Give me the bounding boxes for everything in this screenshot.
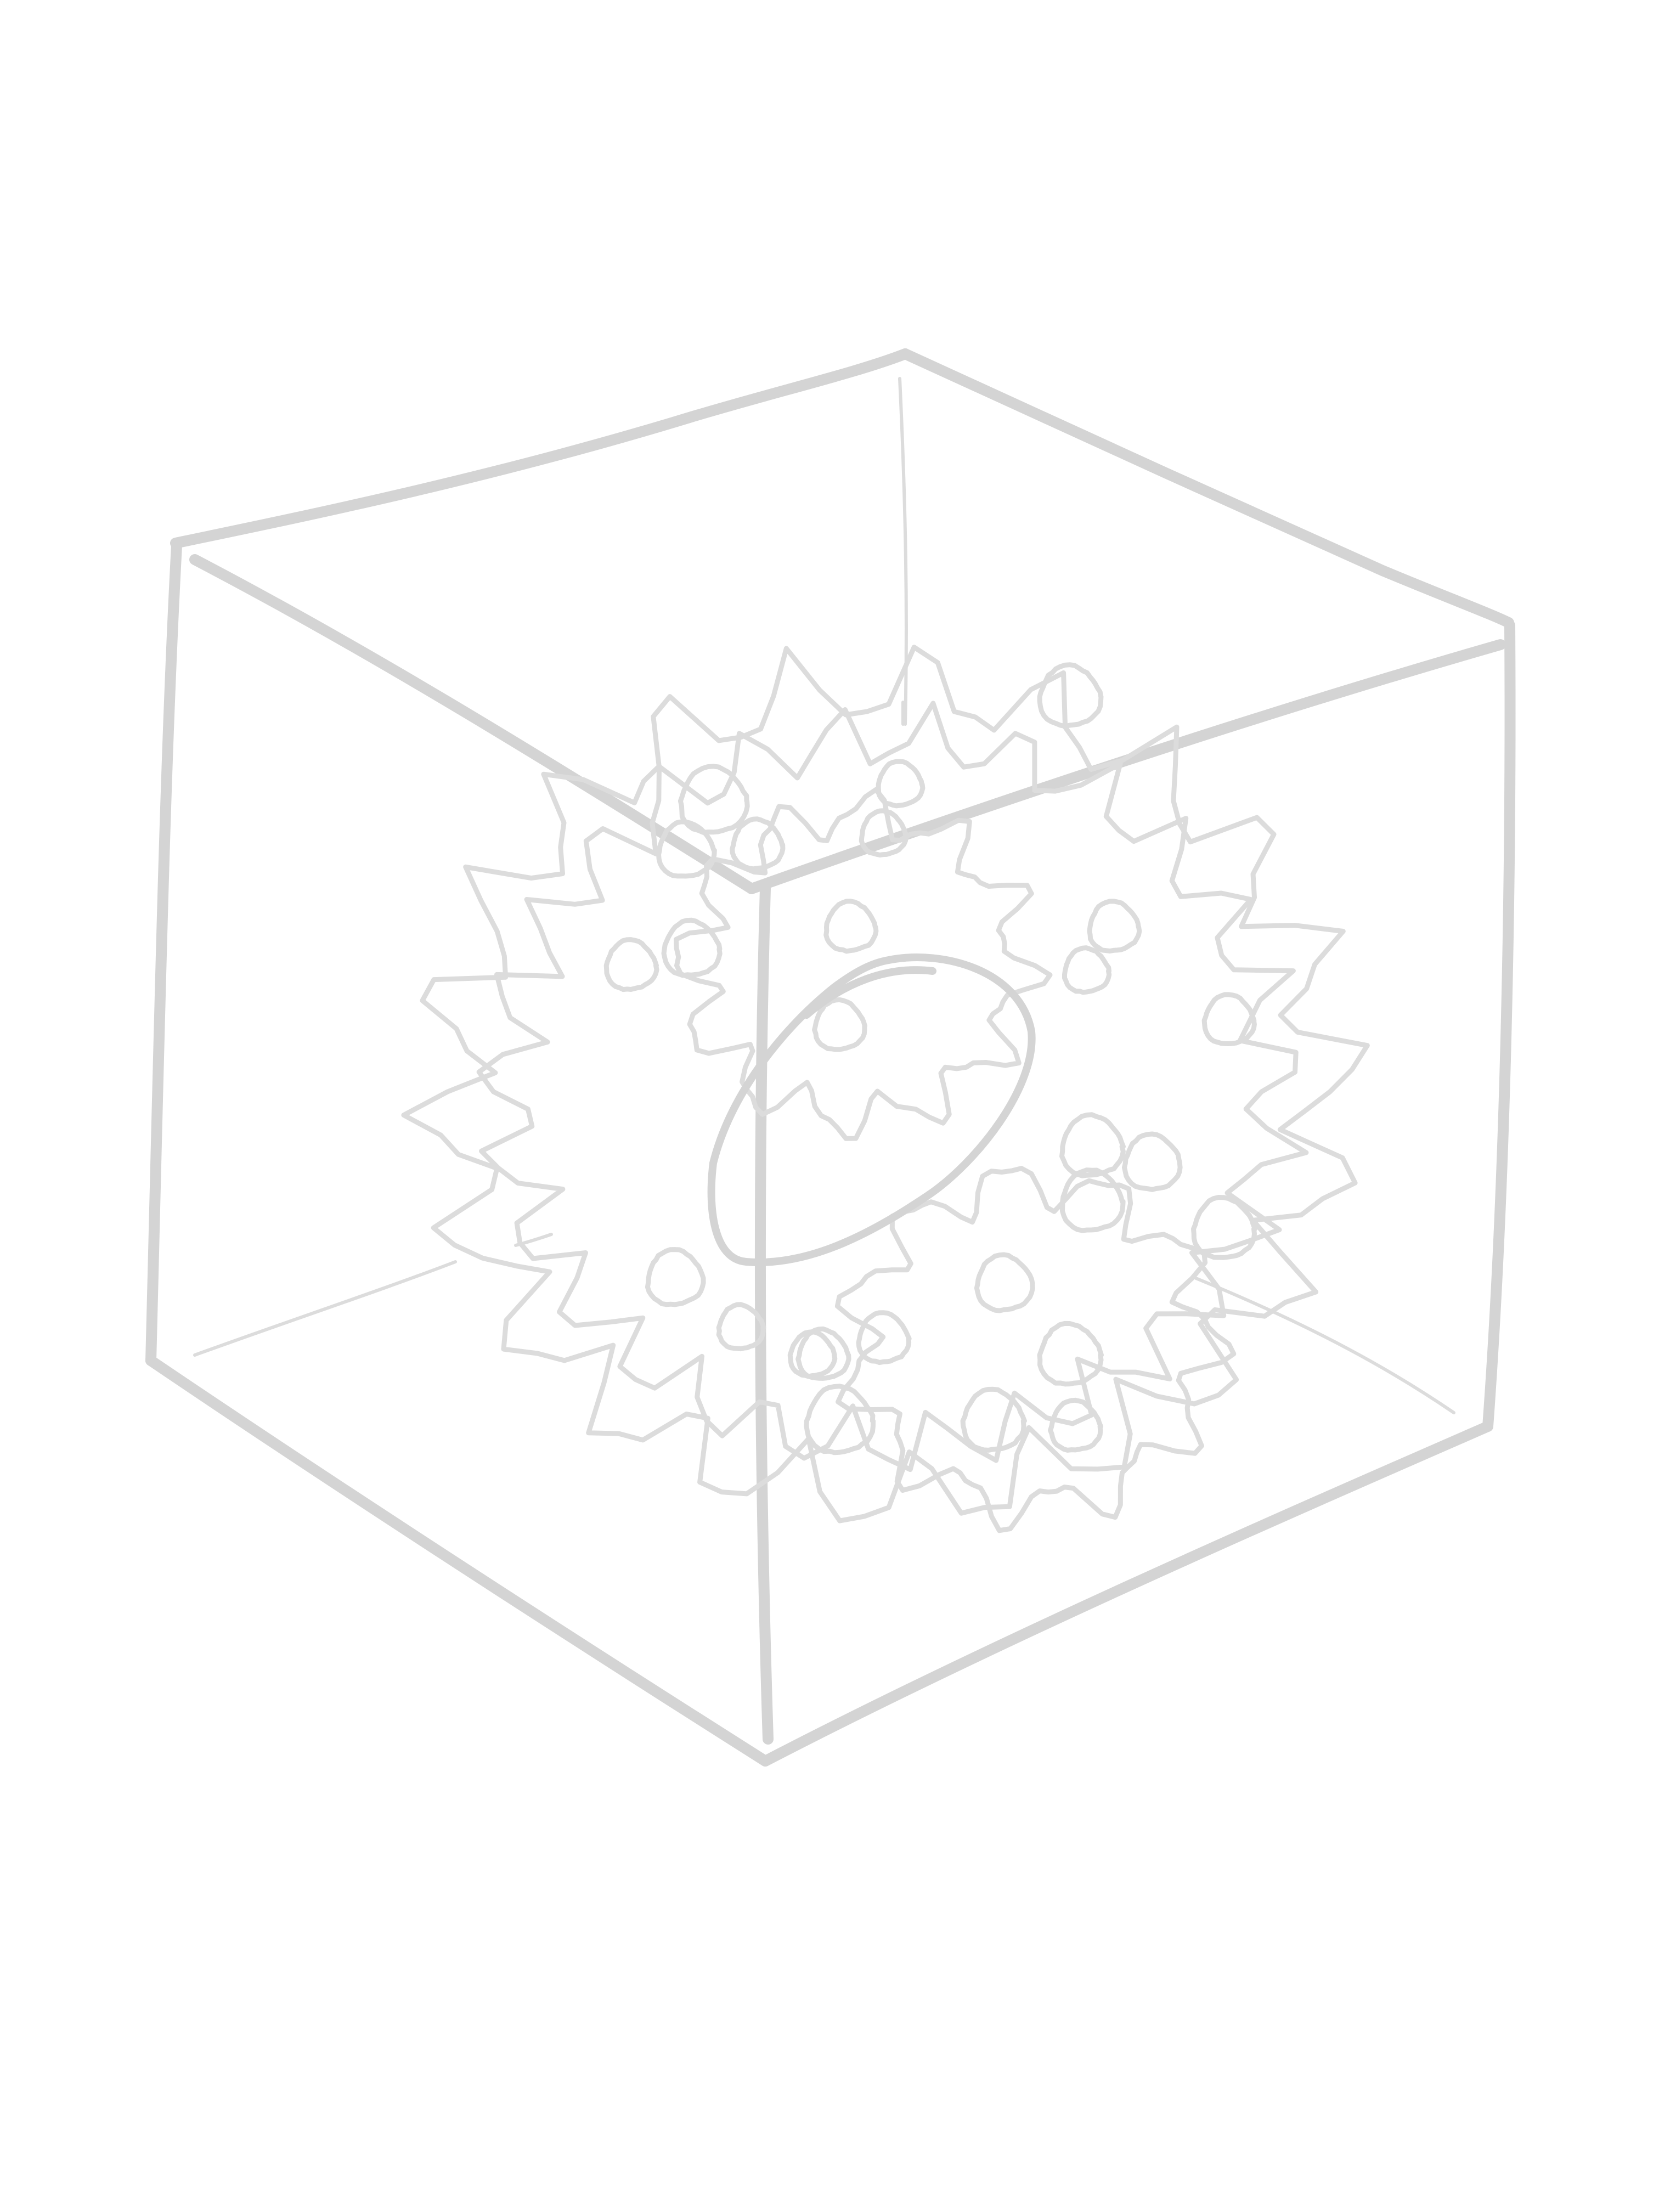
- cluster-bubble: [1037, 1321, 1104, 1387]
- cluster-bubble: [876, 759, 926, 809]
- cube-back-edges: [193, 377, 1455, 1414]
- cluster-bubble: [661, 917, 723, 978]
- seed-outline: [707, 953, 1036, 1266]
- cluster-bubble: [812, 997, 867, 1052]
- cluster-bubble: [804, 1384, 876, 1455]
- cluster-bubble: [1062, 945, 1112, 995]
- cluster-bubble: [1059, 1112, 1126, 1178]
- cluster-bubble: [656, 819, 717, 879]
- cluster-bubble: [856, 1310, 912, 1365]
- cube-edge-front-top-left: [189, 554, 757, 894]
- cube-edge-top-right: [900, 348, 1514, 628]
- cluster-bubble: [730, 816, 786, 872]
- cluster-bubble: [678, 764, 750, 835]
- cube-back-edge-vertical: [898, 377, 908, 726]
- cluster-membrane-outer: [401, 645, 1370, 1523]
- cube-edge-right: [1482, 620, 1516, 1432]
- cluster-bubble: [1191, 1195, 1257, 1260]
- cluster-bubble: [823, 899, 879, 954]
- cluster-membrane-middle: [476, 701, 1309, 1472]
- cube-edge-front-top-right: [746, 639, 1506, 894]
- cube-edge-front-vertical: [754, 883, 774, 1745]
- seed-inner-curve: [803, 966, 936, 1019]
- cluster-bubble: [1122, 1131, 1183, 1192]
- cluster-bubble: [787, 1329, 838, 1379]
- cluster-bubble: [603, 937, 659, 992]
- cluster-bubble: [859, 808, 909, 857]
- cluster-bubble: [645, 1247, 706, 1307]
- cluster-bubble: [1060, 1167, 1126, 1233]
- cluster-bubble: [1048, 1397, 1103, 1453]
- cluster-bubble: [1087, 899, 1142, 953]
- cube-back-edge-right: [1194, 1277, 1455, 1414]
- cluster-bubble: [716, 1302, 766, 1352]
- cluster-bubble: [795, 1326, 851, 1381]
- cluster-bubble: [960, 1386, 1027, 1453]
- organic-cluster: [401, 645, 1370, 1533]
- cube-edge-left: [145, 540, 182, 1366]
- cube-edge-bottom-left: [145, 1355, 771, 1767]
- cluster-bubble: [1037, 662, 1104, 729]
- central-seed: [707, 953, 1036, 1266]
- cube-back-edge-left: [193, 1260, 457, 1357]
- cube-edge-top-left: [170, 348, 911, 549]
- cluster-bubble: [1201, 992, 1257, 1046]
- cluster-bubble: [974, 1252, 1035, 1313]
- cube-outer-edges: [145, 348, 1516, 1767]
- cluster-membrane-upper: [674, 787, 1053, 1141]
- cluster-membrane-lower: [834, 1166, 1237, 1533]
- cube-edge-bottom-right: [760, 1421, 1493, 1767]
